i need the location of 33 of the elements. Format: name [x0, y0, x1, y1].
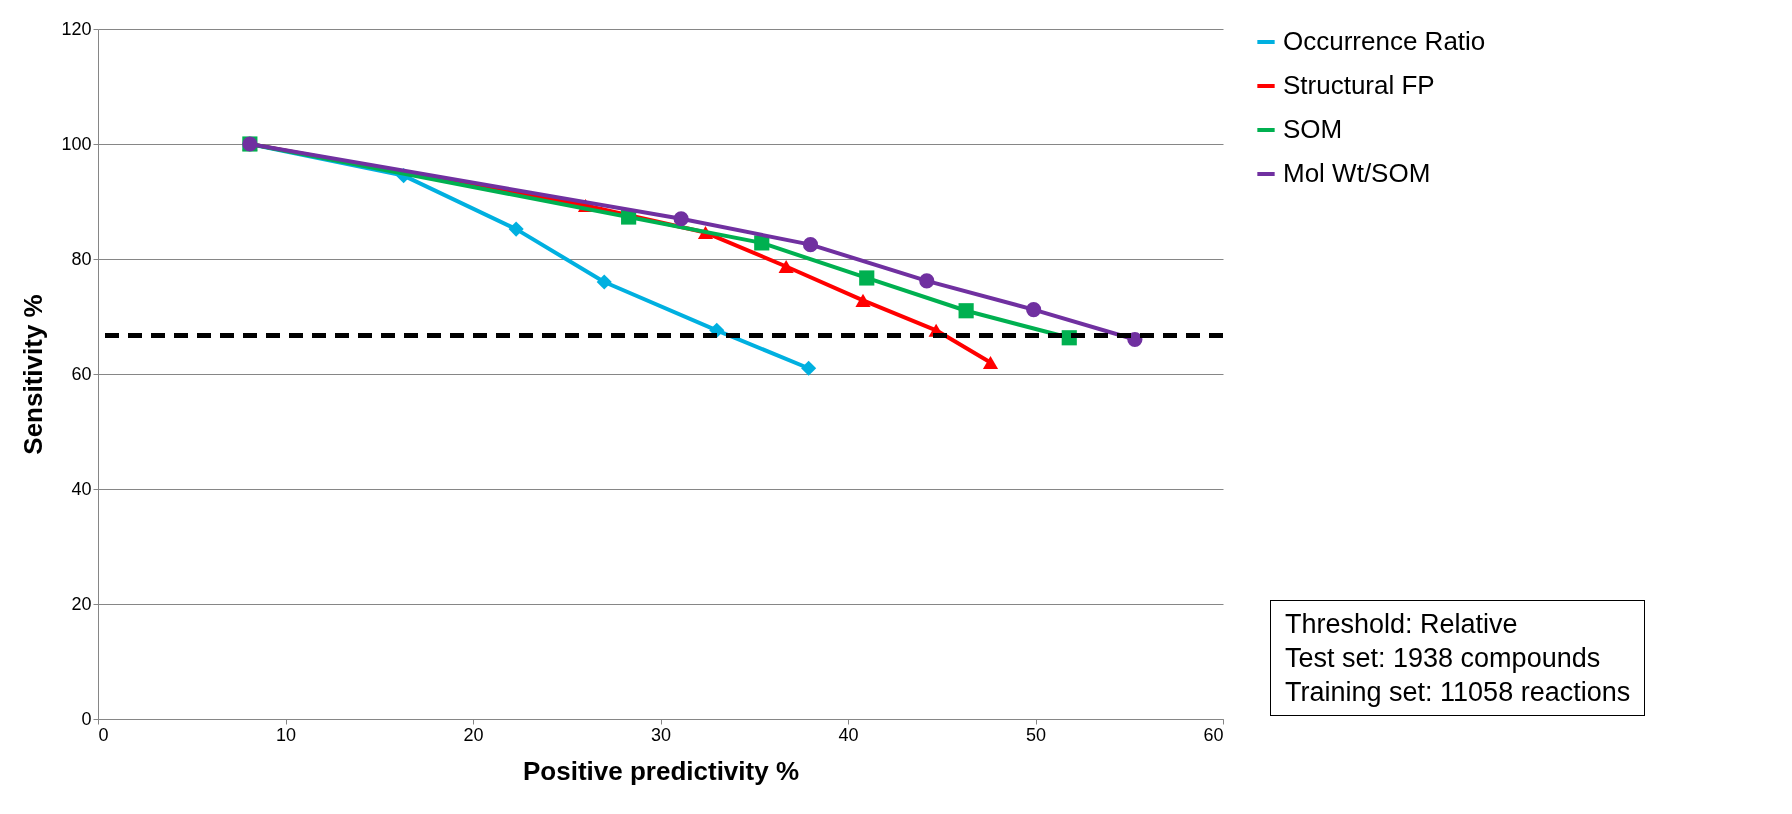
point — [855, 293, 871, 307]
x-tick-label: 0 — [98, 724, 109, 745]
x-tick-label: 60 — [1203, 724, 1224, 745]
y-tick-label: 20 — [71, 593, 92, 614]
x-tick-label: 10 — [275, 724, 297, 745]
point — [801, 360, 817, 376]
x-tick-label: 40 — [838, 724, 859, 745]
legend-label: Structural FP — [1283, 70, 1435, 100]
point — [673, 211, 689, 227]
y-axis-title: Sensitivity % — [18, 294, 49, 455]
y-tick-label: 40 — [71, 478, 92, 499]
point — [778, 259, 794, 274]
point — [859, 270, 875, 286]
point — [596, 274, 612, 290]
legend-label: SOM — [1283, 114, 1343, 144]
x-axis-title: Positive predictivity % — [523, 755, 799, 786]
y-tick-label: 100 — [61, 133, 92, 154]
point — [1026, 302, 1042, 318]
point — [508, 221, 524, 237]
y-tick-label: 80 — [71, 248, 92, 269]
note-box: Threshold: Relative Test set: 1938 compounds Training set: 11058 reactions — [1270, 600, 1646, 716]
point — [919, 273, 935, 289]
legend-label: Occurrence Ratio — [1283, 26, 1486, 56]
point — [982, 355, 999, 370]
x-tick-label: 50 — [1025, 724, 1047, 745]
y-tick-label: 120 — [61, 18, 92, 39]
y-tick-label: 60 — [71, 363, 92, 384]
x-tick-label: 20 — [463, 724, 484, 745]
x-tick-label: 30 — [650, 724, 672, 745]
point — [802, 237, 819, 253]
point — [958, 303, 974, 319]
y-tick-label: 0 — [81, 708, 92, 729]
legend-label: Mol Wt/SOM — [1283, 158, 1431, 188]
